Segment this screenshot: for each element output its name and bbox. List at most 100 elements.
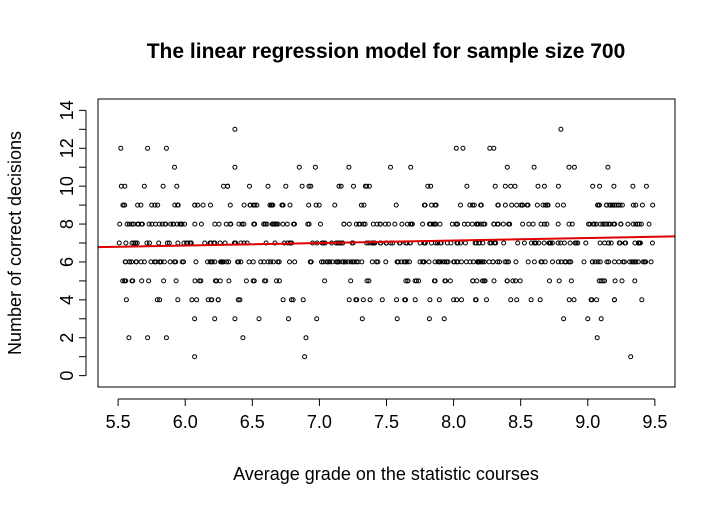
y-axis: 0 2 4 6 8 10 12 14 (57, 100, 87, 381)
data-point (646, 221, 652, 227)
data-point (544, 221, 550, 227)
data-point (123, 297, 129, 303)
chart-title: The linear regression model for sample s… (147, 40, 626, 63)
data-point (605, 164, 611, 170)
data-point (145, 335, 151, 341)
data-point (254, 202, 260, 208)
data-point (571, 297, 577, 303)
data-point (369, 259, 375, 265)
data-point (153, 221, 158, 227)
data-point (587, 221, 593, 227)
data-point (124, 221, 130, 227)
data-point (442, 259, 448, 265)
data-point (520, 221, 526, 227)
data-point (436, 297, 442, 303)
data-point (449, 221, 455, 227)
data-point (382, 221, 388, 227)
data-point (602, 221, 608, 227)
data-point (139, 221, 145, 227)
data-point (508, 297, 514, 303)
data-point (226, 259, 232, 265)
data-point (251, 221, 257, 227)
data-point (302, 354, 308, 360)
data-point (635, 259, 641, 265)
data-point (243, 278, 249, 284)
data-point (303, 335, 309, 341)
data-point (535, 183, 541, 189)
data-point (250, 278, 256, 284)
data-point (486, 259, 492, 265)
data-point (520, 202, 526, 208)
data-point (630, 221, 636, 227)
data-point (432, 278, 438, 284)
data-point (332, 202, 338, 208)
data-point (533, 240, 539, 246)
data-point (408, 164, 414, 170)
data-point (240, 335, 246, 341)
data-point (590, 183, 596, 189)
data-point (583, 240, 589, 246)
data-point (426, 259, 432, 265)
x-tick-label: 6.5 (240, 412, 265, 432)
data-point (117, 221, 123, 227)
data-point (528, 297, 534, 303)
data-point (525, 202, 531, 208)
data-point (220, 259, 226, 265)
data-point (283, 183, 289, 189)
x-tick-label: 7.0 (307, 412, 332, 432)
data-point (464, 183, 470, 189)
data-point (437, 259, 443, 265)
x-tick-label: 8.5 (508, 412, 533, 432)
data-point (606, 221, 612, 227)
data-point (515, 240, 521, 246)
data-point (648, 259, 654, 265)
data-point (270, 259, 276, 265)
data-point (594, 297, 600, 303)
data-point (451, 297, 457, 303)
data-point (502, 202, 508, 208)
data-point (420, 259, 426, 265)
data-point (228, 221, 233, 227)
data-point (473, 297, 478, 303)
data-point (514, 297, 520, 303)
data-point (216, 221, 222, 227)
data-point (200, 202, 206, 208)
data-point (353, 221, 359, 227)
data-point (521, 240, 527, 246)
data-point (566, 297, 572, 303)
data-point (168, 221, 174, 227)
data-point (348, 278, 354, 284)
data-point (194, 297, 200, 303)
data-point (407, 259, 412, 265)
data-point (212, 259, 218, 265)
data-point (412, 278, 418, 284)
data-point (235, 259, 241, 265)
data-point (155, 202, 161, 208)
x-tick-label: 5.5 (106, 412, 131, 432)
data-point (595, 202, 600, 208)
data-point (319, 259, 324, 265)
data-point (264, 221, 270, 227)
y-tick-label: 6 (57, 257, 77, 267)
data-point (232, 316, 238, 322)
data-point (509, 202, 515, 208)
data-point (525, 259, 531, 265)
data-point (129, 240, 135, 246)
data-point (597, 240, 603, 246)
data-point (157, 297, 163, 303)
data-point (218, 259, 224, 265)
data-point (606, 259, 612, 265)
data-point (358, 202, 364, 208)
data-point (154, 297, 160, 303)
data-point (541, 183, 547, 189)
data-point (250, 259, 256, 265)
data-point (477, 259, 483, 265)
data-point (273, 221, 279, 227)
data-point (530, 221, 536, 227)
data-point (306, 183, 312, 189)
data-point (412, 297, 418, 303)
data-point (541, 240, 547, 246)
data-point (296, 164, 302, 170)
data-point (179, 259, 185, 265)
data-point (318, 221, 323, 227)
